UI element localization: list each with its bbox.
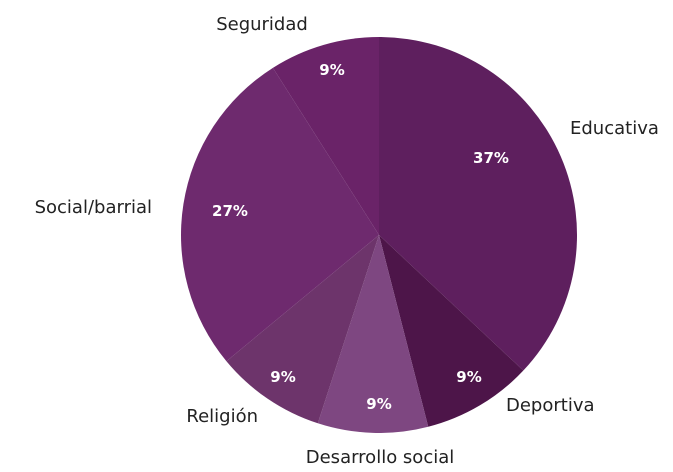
- pie-slice: [379, 235, 524, 427]
- slice-value-label: 9%: [456, 368, 481, 386]
- slice-category-label: Educativa: [570, 118, 659, 139]
- slice-category-label: Seguridad: [216, 14, 308, 35]
- slice-category-labels: Educativa Deportiva Desarrollo social Relig…: [35, 14, 659, 468]
- slice-category-label: Desarrollo social: [306, 447, 455, 468]
- slice-category-label: Deportiva: [506, 395, 595, 416]
- pie-slice: [317, 235, 429, 434]
- slice-value-label: 9%: [366, 395, 391, 413]
- slice-value-labels: 37% 9% 9% 9% 27% 9%: [212, 61, 509, 413]
- pie-slice: [379, 37, 578, 371]
- pie-slices: [181, 37, 578, 434]
- slice-value-label: 9%: [319, 61, 344, 79]
- slice-category-label: Social/barrial: [35, 197, 152, 218]
- slice-value-label: 37%: [473, 149, 509, 167]
- slice-category-label: Religión: [186, 406, 258, 427]
- slice-value-label: 9%: [270, 368, 295, 386]
- slice-value-label: 27%: [212, 202, 248, 220]
- pie-slice: [226, 235, 379, 424]
- pie-slice: [181, 67, 379, 362]
- pie-slice: [272, 37, 379, 235]
